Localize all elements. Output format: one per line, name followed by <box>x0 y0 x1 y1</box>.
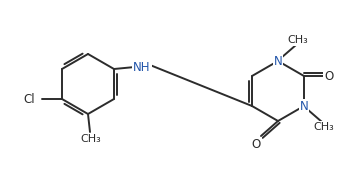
Text: N: N <box>300 100 308 112</box>
Text: N: N <box>274 54 282 67</box>
Text: CH₃: CH₃ <box>313 122 334 132</box>
Text: CH₃: CH₃ <box>81 134 101 144</box>
Text: NH: NH <box>133 61 151 74</box>
Text: Cl: Cl <box>24 93 35 105</box>
Text: O: O <box>251 137 261 151</box>
Text: O: O <box>324 69 334 83</box>
Text: CH₃: CH₃ <box>288 35 308 45</box>
